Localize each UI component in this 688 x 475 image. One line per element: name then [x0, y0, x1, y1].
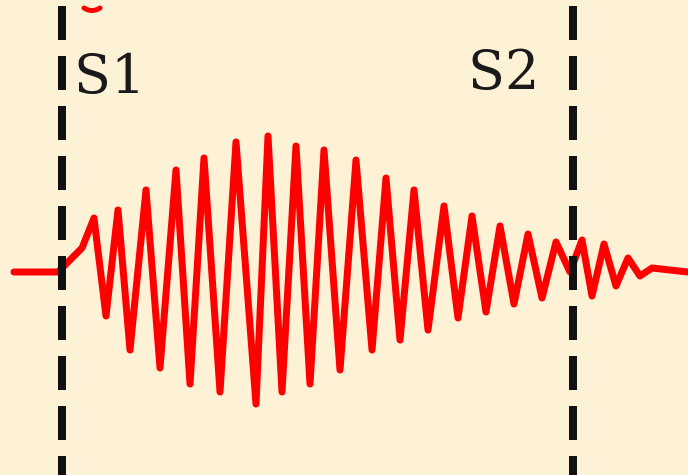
marker-label-s1: S1: [74, 43, 145, 106]
top-edge-mark: [81, 5, 103, 13]
marker-label-s2: S2: [468, 39, 539, 102]
